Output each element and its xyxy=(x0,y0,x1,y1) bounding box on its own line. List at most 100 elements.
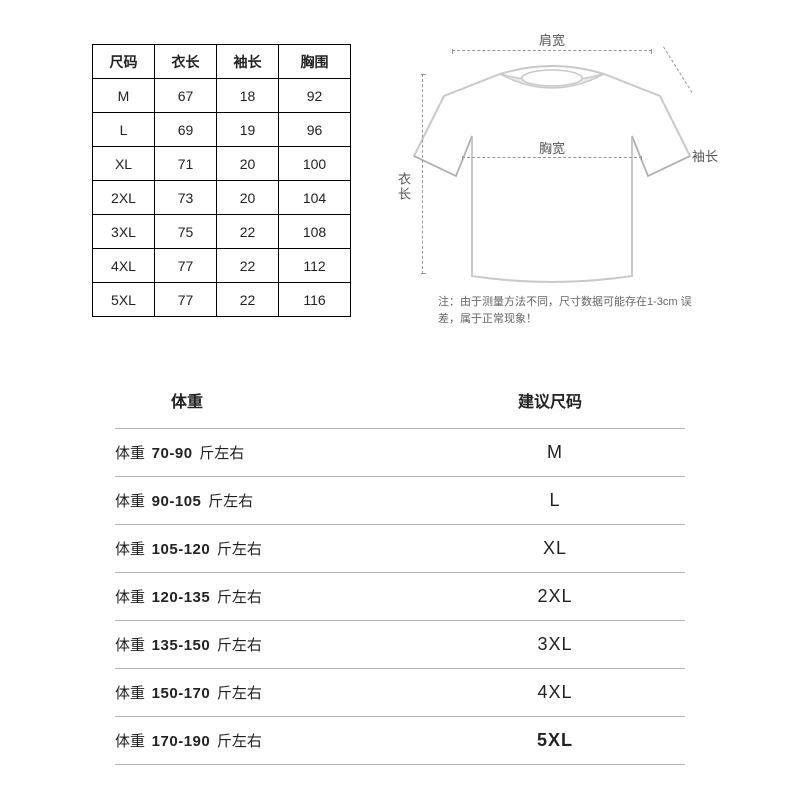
tshirt-icon xyxy=(392,58,712,298)
table-cell: 3XL xyxy=(93,215,155,249)
table-cell: 104 xyxy=(279,181,351,215)
weight-range-cell: 体重 120-135 斤左右 xyxy=(115,586,425,607)
weight-suffix: 斤左右 xyxy=(199,445,244,462)
sleeve-length-label: 袖长 xyxy=(692,146,718,165)
weight-row: 体重 120-135 斤左右2XL xyxy=(115,573,685,621)
weight-suffix: 斤左右 xyxy=(217,589,262,606)
table-cell: 22 xyxy=(217,249,279,283)
garment-length-label: 衣长 xyxy=(394,172,413,202)
recommended-size-cell: 5XL xyxy=(425,730,685,751)
weight-prefix: 体重 xyxy=(115,589,145,606)
weight-suffix: 斤左右 xyxy=(217,685,262,702)
table-cell: 73 xyxy=(155,181,217,215)
tshirt-diagram: 肩宽 胸宽 袖长 衣长 注：由于测量方法不同，尺寸数据可能存在1-3cm 误差，… xyxy=(392,44,712,344)
table-row: 4XL7722112 xyxy=(93,249,351,283)
weight-range-cell: 体重 135-150 斤左右 xyxy=(115,634,425,655)
table-cell: 92 xyxy=(279,79,351,113)
table-cell: 71 xyxy=(155,147,217,181)
weight-suffix: 斤左右 xyxy=(217,541,262,558)
size-table: 尺码 衣长 袖长 胸围 M671892L691996XL71201002XL73… xyxy=(92,44,351,317)
table-cell: 5XL xyxy=(93,283,155,317)
table-cell: 20 xyxy=(217,181,279,215)
weight-range-cell: 体重 150-170 斤左右 xyxy=(115,682,425,703)
measurement-note: 注：由于测量方法不同，尺寸数据可能存在1-3cm 误差，属于正常现象！ xyxy=(438,294,712,327)
table-cell: 96 xyxy=(279,113,351,147)
weight-prefix: 体重 xyxy=(115,445,145,462)
weight-suffix: 斤左右 xyxy=(217,733,262,750)
recommended-size-cell: M xyxy=(425,442,685,463)
chest-width-label: 胸宽 xyxy=(539,138,565,157)
table-cell: 18 xyxy=(217,79,279,113)
table-cell: 75 xyxy=(155,215,217,249)
table-cell: L xyxy=(93,113,155,147)
weight-row: 体重 150-170 斤左右4XL xyxy=(115,669,685,717)
weight-range: 70-90 xyxy=(147,445,197,462)
weight-header-weight: 体重 xyxy=(115,388,415,412)
table-row: M671892 xyxy=(93,79,351,113)
table-header-row: 尺码 衣长 袖长 胸围 xyxy=(93,45,351,79)
table-cell: 67 xyxy=(155,79,217,113)
weight-prefix: 体重 xyxy=(115,541,145,558)
length-arrow xyxy=(422,74,423,274)
table-cell: 20 xyxy=(217,147,279,181)
table-cell: 2XL xyxy=(93,181,155,215)
weight-range-cell: 体重 70-90 斤左右 xyxy=(115,442,425,463)
weight-range-cell: 体重 105-120 斤左右 xyxy=(115,538,425,559)
weight-row: 体重 90-105 斤左右L xyxy=(115,477,685,525)
table-cell: XL xyxy=(93,147,155,181)
col-header-length: 衣长 xyxy=(155,45,217,79)
table-row: 5XL7722116 xyxy=(93,283,351,317)
weight-range: 150-170 xyxy=(147,685,215,702)
weight-range-cell: 体重 90-105 斤左右 xyxy=(115,490,425,511)
weight-prefix: 体重 xyxy=(115,493,145,510)
table-cell: 116 xyxy=(279,283,351,317)
chest-arrow xyxy=(462,157,642,158)
table-cell: 4XL xyxy=(93,249,155,283)
weight-row: 体重 70-90 斤左右M xyxy=(115,429,685,477)
weight-table-header: 体重 建议尺码 xyxy=(115,388,685,429)
table-cell: 22 xyxy=(217,283,279,317)
weight-range: 135-150 xyxy=(147,637,215,654)
table-cell: 77 xyxy=(155,283,217,317)
weight-range: 120-135 xyxy=(147,589,215,606)
col-header-chest: 胸围 xyxy=(279,45,351,79)
recommended-size-cell: 4XL xyxy=(425,682,685,703)
weight-prefix: 体重 xyxy=(115,733,145,750)
weight-range: 170-190 xyxy=(147,733,215,750)
weight-row: 体重 135-150 斤左右3XL xyxy=(115,621,685,669)
table-cell: 69 xyxy=(155,113,217,147)
table-cell: 108 xyxy=(279,215,351,249)
table-cell: 112 xyxy=(279,249,351,283)
top-region: 尺码 衣长 袖长 胸围 M671892L691996XL71201002XL73… xyxy=(92,44,732,354)
weight-size-table: 体重 建议尺码 体重 70-90 斤左右M体重 90-105 斤左右L体重 10… xyxy=(115,388,685,765)
size-table-body: M671892L691996XL71201002XL73201043XL7522… xyxy=(93,79,351,317)
table-cell: 77 xyxy=(155,249,217,283)
weight-row: 体重 105-120 斤左右XL xyxy=(115,525,685,573)
weight-prefix: 体重 xyxy=(115,685,145,702)
recommended-size-cell: 2XL xyxy=(425,586,685,607)
table-cell: 100 xyxy=(279,147,351,181)
weight-range: 90-105 xyxy=(147,493,206,510)
table-row: L691996 xyxy=(93,113,351,147)
recommended-size-cell: L xyxy=(425,490,685,511)
weight-table-body: 体重 70-90 斤左右M体重 90-105 斤左右L体重 105-120 斤左… xyxy=(115,429,685,765)
table-cell: 22 xyxy=(217,215,279,249)
recommended-size-cell: XL xyxy=(425,538,685,559)
table-cell: 19 xyxy=(217,113,279,147)
weight-header-size: 建议尺码 xyxy=(415,388,685,412)
col-header-sleeve: 袖长 xyxy=(217,45,279,79)
weight-row: 体重 170-190 斤左右5XL xyxy=(115,717,685,765)
weight-prefix: 体重 xyxy=(115,637,145,654)
table-row: XL7120100 xyxy=(93,147,351,181)
table-row: 3XL7522108 xyxy=(93,215,351,249)
weight-range: 105-120 xyxy=(147,541,215,558)
shoulder-width-label: 肩宽 xyxy=(539,30,565,49)
recommended-size-cell: 3XL xyxy=(425,634,685,655)
weight-suffix: 斤左右 xyxy=(208,493,253,510)
table-cell: M xyxy=(93,79,155,113)
table-row: 2XL7320104 xyxy=(93,181,351,215)
col-header-size: 尺码 xyxy=(93,45,155,79)
shoulder-arrow xyxy=(452,50,652,51)
weight-range-cell: 体重 170-190 斤左右 xyxy=(115,730,425,751)
weight-suffix: 斤左右 xyxy=(217,637,262,654)
